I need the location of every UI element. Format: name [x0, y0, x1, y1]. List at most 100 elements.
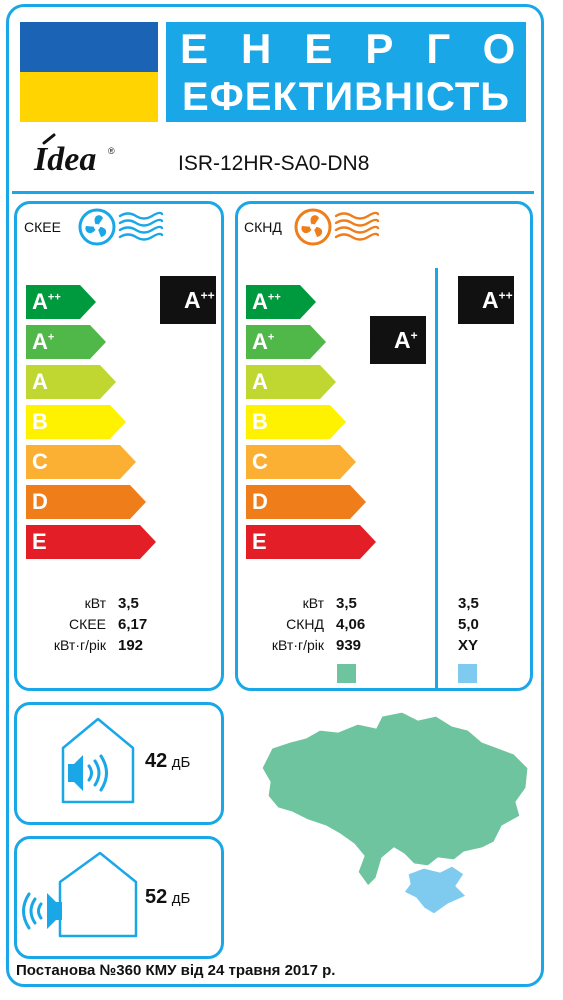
model-number: ISR-12HR-SA0-DN8 — [178, 152, 370, 175]
heating-class-letter-6: E — [252, 529, 267, 554]
cooling-class-label-5: D — [26, 485, 48, 519]
heating-class-sup-0: ++ — [267, 291, 281, 304]
heating-row-value-0: 3,5 — [336, 595, 357, 612]
heating-class-label-4: C — [246, 445, 268, 479]
cooling-class-arrow-5: D — [26, 485, 146, 519]
title-line-2: ЕФЕКТИВНІСТЬ — [181, 75, 511, 119]
cooling-row-value-1: 6,17 — [118, 616, 148, 633]
indoor-noise-unit: дБ — [171, 754, 191, 771]
cooling-class-arrow-1: A+ — [26, 325, 106, 359]
cooling-row-label-1: СКЕЕ — [69, 616, 106, 632]
heating-class-arrow-0: A++ — [246, 285, 316, 319]
cooling-row-label-2: кВт·г/рік — [53, 637, 106, 653]
cooling-row-value-0: 3,5 — [118, 595, 139, 612]
cooling-fan-icon — [78, 208, 164, 246]
heating-class-letter-3: B — [252, 409, 268, 434]
heating-rating-letter-warm: A — [482, 287, 499, 313]
heating-class-sup-1: + — [267, 331, 275, 344]
heating-rating-badge-warm: A++ — [458, 276, 514, 324]
heating-label: СКНД — [244, 219, 282, 235]
heating-row-label-2: кВт·г/рік — [271, 637, 324, 653]
ukraine-mainland-shape — [261, 711, 529, 887]
heating-class-label-6: E — [246, 525, 267, 559]
heating-class-arrow-2: A — [246, 365, 336, 399]
indoor-noise-value: 42 — [145, 750, 168, 772]
outdoor-noise-readout: 52 дБ — [145, 886, 190, 909]
heating-class-arrow-1: A+ — [246, 325, 326, 359]
cooling-class-letter-4: C — [32, 449, 48, 474]
heating-row-value2-0: 3,5 — [458, 595, 479, 612]
brand-logo: Idea — [34, 141, 97, 178]
label-frame — [6, 4, 544, 987]
heating-class-letter-1: A — [252, 329, 268, 354]
cooling-class-arrow-0: A++ — [26, 285, 96, 319]
flag-blue-stripe — [20, 22, 158, 72]
logo-accent-icon — [42, 133, 56, 145]
cooling-class-label-3: B — [26, 405, 48, 439]
heating-row-label-0: кВт — [302, 595, 324, 611]
heating-column-divider — [435, 268, 438, 690]
cooling-class-arrow-2: A — [26, 365, 116, 399]
heating-class-letter-2: A — [252, 369, 268, 394]
cooling-rating-sup: ++ — [200, 288, 215, 303]
heating-class-label-1: A+ — [246, 325, 274, 359]
heating-class-arrow-5: D — [246, 485, 366, 519]
cooling-row-label-0: кВт — [84, 595, 106, 611]
heating-class-letter-5: D — [252, 489, 268, 514]
heating-rating-letter-average: A — [394, 327, 411, 353]
outdoor-noise-panel — [14, 836, 224, 959]
cooling-class-label-4: C — [26, 445, 48, 479]
zone-warm-swatch — [458, 664, 477, 683]
heating-class-label-5: D — [246, 485, 268, 519]
heating-row-value-2: 939 — [336, 637, 362, 654]
heating-row-value-1: 4,06 — [336, 616, 366, 633]
cooling-class-letter-2: A — [32, 369, 48, 394]
cooling-class-letter-5: D — [32, 489, 48, 514]
heating-badge-arrow-icon-average — [370, 316, 392, 364]
heating-class-label-0: A++ — [246, 285, 281, 319]
cooling-class-arrow-3: B — [26, 405, 126, 439]
ukraine-map — [261, 711, 529, 915]
heating-class-label-3: B — [246, 405, 268, 439]
cooling-class-sup-1: + — [47, 331, 55, 344]
cooling-class-label-2: A — [26, 365, 48, 399]
cooling-class-label-0: A++ — [26, 285, 61, 319]
cooling-class-letter-6: E — [32, 529, 47, 554]
cooling-class-letter-0: A — [32, 289, 48, 314]
heating-class-label-2: A — [246, 365, 268, 399]
cooling-row-value-2: 192 — [118, 637, 144, 654]
heating-rating-sup-average: + — [410, 328, 418, 343]
heating-class-arrow-4: C — [246, 445, 356, 479]
heating-row-label-1: СКНД — [286, 616, 324, 632]
outdoor-noise-icon — [22, 851, 138, 938]
cooling-class-label-1: A+ — [26, 325, 54, 359]
cooling-class-label-6: E — [26, 525, 47, 559]
registered-mark: ® — [108, 146, 115, 156]
heating-rating-sup-warm: ++ — [498, 288, 513, 303]
heating-panel — [235, 201, 533, 691]
heating-row-value2-1: 5,0 — [458, 616, 479, 633]
cooling-panel — [14, 201, 224, 691]
title-banner — [166, 22, 526, 122]
heating-badge-arrow-icon-warm — [458, 276, 480, 324]
cooling-rating-letter: A — [184, 287, 201, 313]
cooling-class-letter-1: A — [32, 329, 48, 354]
outdoor-noise-unit: дБ — [171, 890, 191, 907]
indoor-noise-icon — [61, 717, 135, 804]
cooling-class-arrow-6: E — [26, 525, 156, 559]
heating-class-arrow-3: B — [246, 405, 346, 439]
title-line-1: ЕНЕРГО — [180, 25, 549, 72]
indoor-noise-readout: 42 дБ — [145, 750, 190, 773]
cooling-badge-arrow-icon — [160, 276, 182, 324]
heating-class-letter-0: A — [252, 289, 268, 314]
heating-class-letter-4: C — [252, 449, 268, 474]
cooling-class-arrow-4: C — [26, 445, 136, 479]
heating-fan-icon — [294, 208, 380, 246]
flag-yellow-stripe — [20, 72, 158, 122]
cooling-class-sup-0: ++ — [47, 291, 61, 304]
indoor-noise-panel — [14, 702, 224, 825]
cooling-label: СКЕЕ — [24, 219, 61, 235]
outdoor-noise-value: 52 — [145, 886, 168, 908]
footer-regulation: Постанова №360 КМУ від 24 травня 2017 р. — [16, 962, 336, 979]
crimea-shape — [403, 865, 468, 915]
